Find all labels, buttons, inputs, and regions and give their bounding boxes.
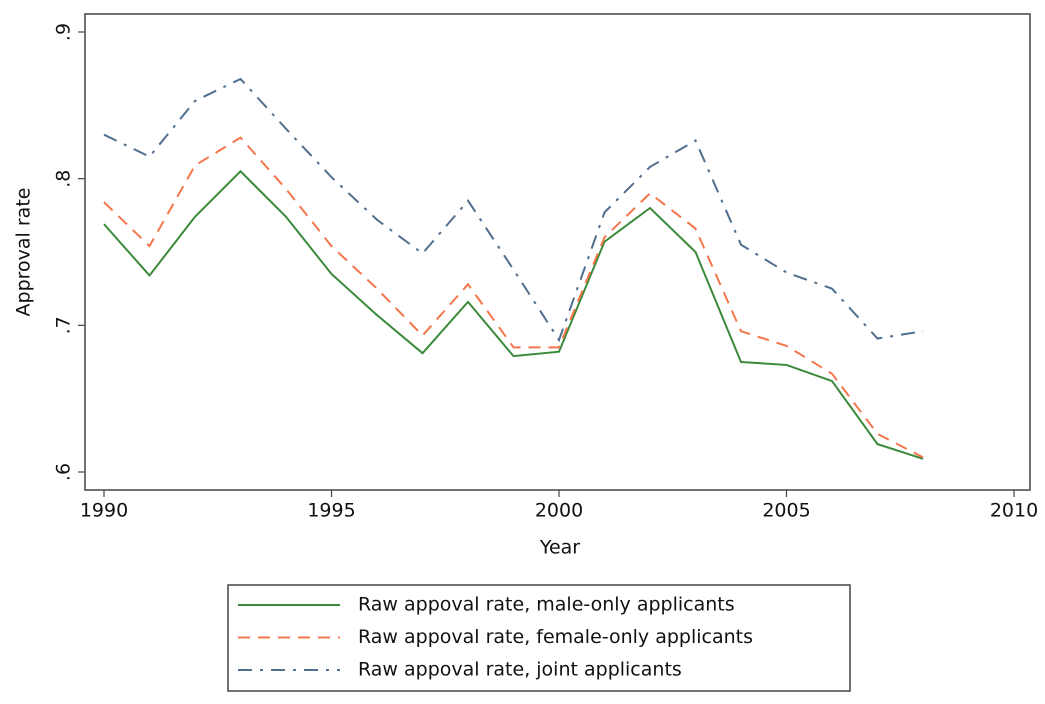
y-tick-label: .9 [53, 23, 75, 41]
legend [227, 584, 851, 692]
legend-label: Raw appoval rate, joint applicants [358, 659, 682, 681]
series-line [103, 136, 924, 459]
x-tick-label: 1990 [80, 500, 128, 522]
plot-frame [84, 13, 1031, 491]
legend-label: Raw appoval rate, female-only applicants [358, 626, 753, 648]
y-axis-title: Approval rate [13, 188, 35, 317]
y-tick-label: .7 [53, 316, 75, 334]
series-line [103, 169, 924, 460]
x-tick-label: 2005 [762, 500, 810, 522]
series-line [103, 77, 924, 343]
legend-label: Raw appoval rate, male-only applicants [358, 594, 735, 616]
x-tick-label: 2010 [990, 500, 1038, 522]
y-tick-label: .8 [53, 170, 75, 188]
x-tick-label: 1995 [307, 500, 355, 522]
x-tick-label: 2000 [535, 500, 583, 522]
y-tick-label: .6 [53, 463, 75, 481]
x-axis-title: Year [539, 537, 580, 559]
